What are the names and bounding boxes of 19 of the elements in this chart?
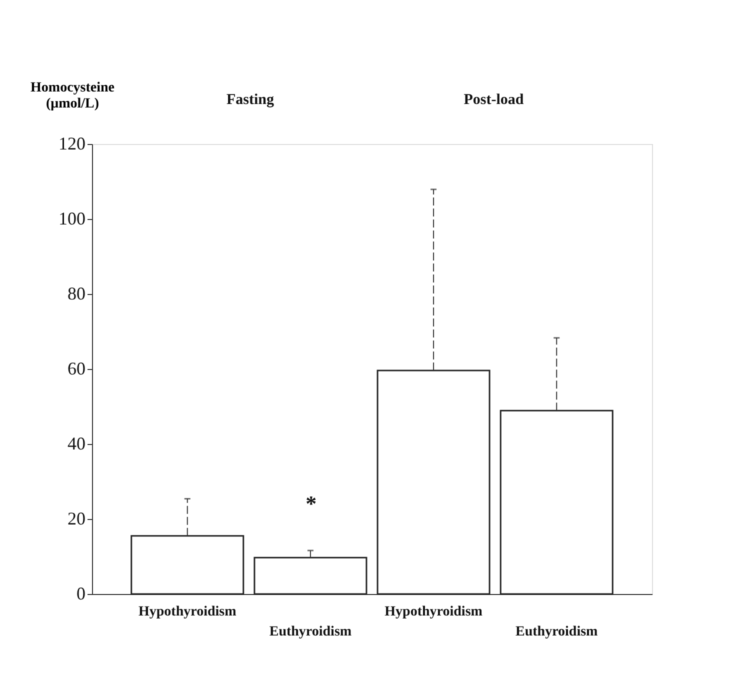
y-tick-label: 80 bbox=[68, 284, 86, 304]
bar bbox=[130, 535, 244, 595]
y-tick-label: 60 bbox=[68, 358, 86, 378]
annotation: * bbox=[306, 491, 317, 516]
x-tick-label: Hypothyroidism bbox=[384, 604, 483, 620]
y-tick-label: 120 bbox=[58, 134, 86, 154]
x-tick-label: Euthyroidism bbox=[516, 624, 598, 640]
text: Fasting bbox=[226, 92, 275, 108]
bar bbox=[500, 410, 614, 595]
x-tick-label: Euthyroidism bbox=[269, 624, 352, 640]
x-tick-label: Hypothyroidism bbox=[138, 604, 237, 620]
bar bbox=[254, 556, 368, 595]
y-tick-label: 20 bbox=[68, 508, 86, 528]
y-tick-label: 0 bbox=[76, 584, 86, 604]
y-tick-label: 40 bbox=[68, 434, 86, 454]
y-tick-label: 100 bbox=[58, 208, 86, 228]
text: Post-load bbox=[464, 92, 524, 108]
y-axis-title: Homocysteine (μmol/L) bbox=[30, 80, 114, 112]
bar bbox=[376, 370, 490, 595]
